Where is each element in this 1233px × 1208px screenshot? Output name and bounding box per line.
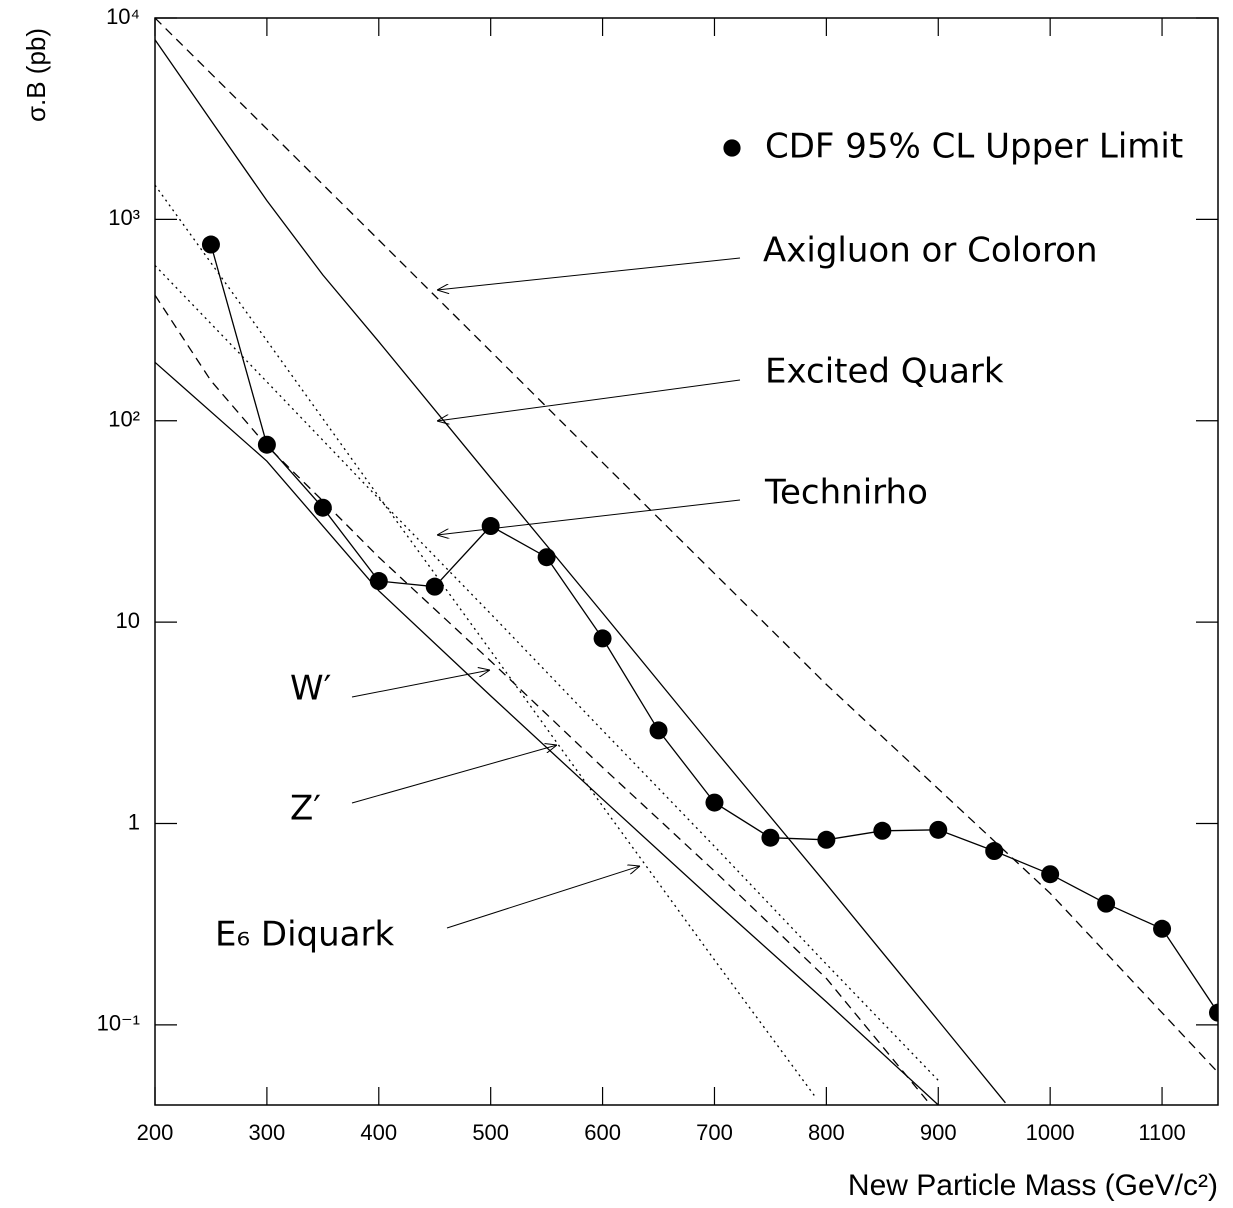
- data-point: [1097, 894, 1116, 913]
- x-tick-label: 700: [696, 1120, 733, 1145]
- x-tick-label: 600: [584, 1120, 621, 1145]
- label-arrow: [351, 670, 490, 698]
- series-label: Z′: [290, 789, 321, 829]
- x-tick-label: 400: [360, 1120, 397, 1145]
- data-point: [873, 821, 892, 840]
- legend-label: CDF 95% CL Upper Limit: [765, 127, 1183, 167]
- x-tick-label: 900: [920, 1120, 957, 1145]
- series-label: Excited Quark: [765, 352, 1004, 392]
- y-tick-label: 1: [128, 809, 140, 834]
- data-point: [593, 629, 612, 648]
- series-label: Axigluon or Coloron: [763, 231, 1098, 271]
- data-point: [425, 577, 444, 596]
- data-point: [1209, 1003, 1218, 1022]
- legend-marker: [722, 138, 742, 158]
- data-point: [369, 572, 388, 591]
- x-tick-label: 1100: [1138, 1120, 1185, 1145]
- label-arrow: [437, 379, 741, 421]
- plot-frame: [154, 17, 1219, 1106]
- y-axis-label: σ.B (pb): [21, 28, 51, 122]
- data-point: [705, 793, 724, 812]
- series-line: [155, 39, 1006, 1104]
- plot-area: [155, 18, 1218, 1105]
- data-point: [201, 235, 220, 254]
- data-point: [985, 842, 1004, 861]
- data-point: [481, 517, 500, 536]
- series-line: [155, 265, 939, 1081]
- data-point: [537, 548, 556, 567]
- label-arrow: [437, 499, 741, 535]
- label-arrow: [351, 745, 557, 804]
- series-line: [155, 294, 928, 1102]
- series-line: [210, 244, 1218, 1013]
- data-point: [929, 820, 948, 839]
- y-tick-label: 10²: [108, 407, 140, 432]
- data-point: [761, 828, 780, 847]
- data-point: [313, 498, 332, 517]
- data-point: [649, 721, 668, 740]
- y-tick-label: 10: [116, 608, 140, 633]
- data-point: [817, 830, 836, 849]
- data-point: [1153, 919, 1172, 938]
- x-tick-label: 500: [472, 1120, 509, 1145]
- data-point: [257, 435, 276, 454]
- y-tick-label: 10³: [108, 205, 140, 230]
- x-tick-label: 300: [249, 1120, 286, 1145]
- series-label: E₆ Diquark: [215, 915, 394, 955]
- label-arrow: [446, 866, 640, 929]
- series-label: W′: [290, 669, 331, 709]
- label-arrow: [437, 257, 741, 290]
- x-tick-label: 200: [137, 1120, 174, 1145]
- y-tick-label: 10⁴: [106, 4, 140, 29]
- y-tick-label: 10⁻¹: [97, 1011, 140, 1036]
- x-tick-label: 800: [808, 1120, 845, 1145]
- x-tick-label: 1000: [1026, 1120, 1075, 1145]
- series-label: Technirho: [764, 473, 928, 513]
- series-line: [155, 184, 816, 1098]
- series-line: [155, 18, 1218, 1073]
- x-axis-label: New Particle Mass (GeV/c²): [848, 1169, 1218, 1202]
- data-point: [1041, 865, 1060, 884]
